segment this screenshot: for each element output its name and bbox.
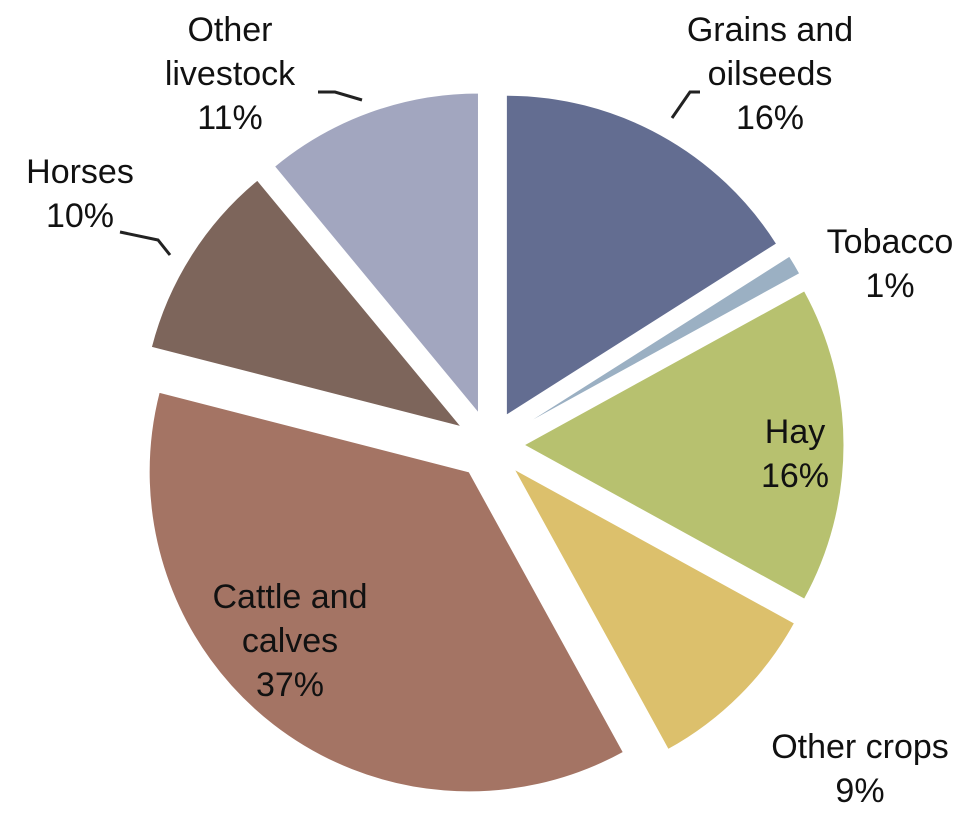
pie-slice [522,290,845,600]
slice-label: Grains and oilseeds [686,11,854,93]
leader-line [318,90,363,102]
pie-slice [512,467,796,751]
pie-slice [505,94,778,417]
slice-label: Horses [26,153,134,191]
slice-value-label: 16% [760,457,830,495]
slice-value-label: 37% [255,666,325,704]
leader-line [670,90,700,119]
pie-slice [273,92,479,415]
pie-slice [150,179,463,428]
pie-slice [148,391,625,793]
slice-label: Hay [764,413,826,451]
slice-value-label: 1% [865,267,915,305]
slice-value-label: 16% [735,99,805,137]
slice-value-label: 9% [835,772,885,810]
slice-value-label: 10% [45,197,115,235]
slice-label: Other crops [771,728,949,766]
slice-label: Tobacco [826,223,954,261]
slice-value-label: 11% [197,99,263,137]
slice-label: Other livestock [164,11,296,93]
pie-slice [518,255,801,429]
slice-label: Cattle and calves [212,578,368,660]
leader-line [119,230,172,256]
